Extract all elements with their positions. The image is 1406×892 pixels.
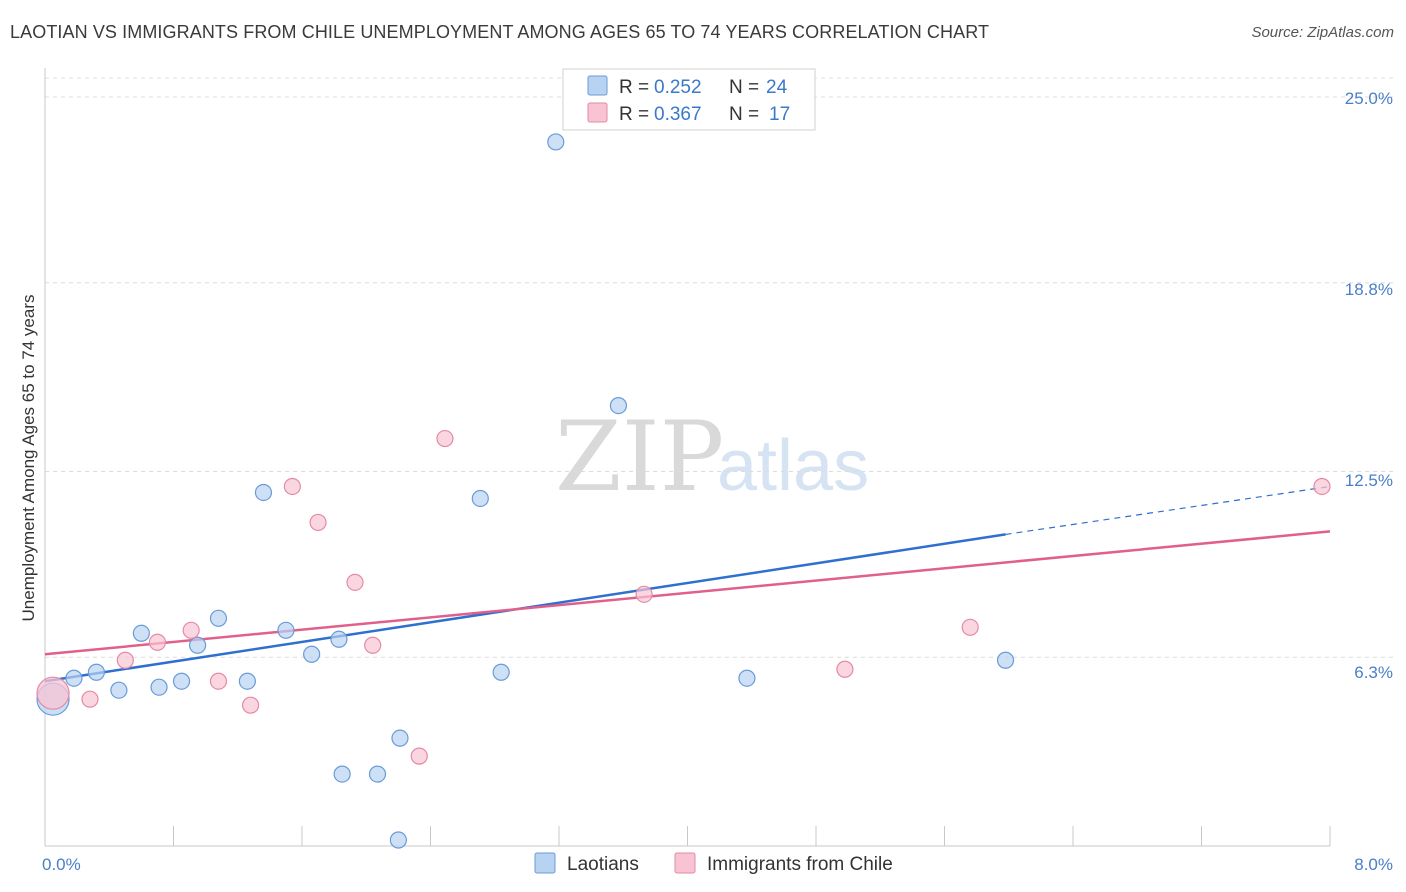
source-label: Source: ZipAtlas.com: [1251, 24, 1394, 41]
legend-r-value-laotians: 0.252: [654, 77, 702, 98]
chile-point-5: [209, 672, 228, 690]
laotian-point-23: [996, 651, 1015, 669]
legend-swatch-laotians: [587, 75, 608, 96]
x-tick-label-8: 8.0%: [1354, 855, 1393, 874]
chile-point-9: [346, 573, 364, 591]
legend-n-label-laotians: N =: [729, 77, 759, 98]
trend-lines: [44, 485, 1331, 683]
chile-point-6: [242, 696, 260, 714]
series-legend-swatch-laotians: [534, 852, 556, 874]
y-axis-title: Unemployment Among Ages 65 to 74 years: [19, 295, 38, 622]
grid-lines: [45, 77, 1393, 658]
laotian-point-4: [132, 624, 150, 642]
chile-point-3: [148, 633, 167, 651]
laotian-point-10: [254, 483, 273, 502]
series-legend-swatch-chile: [674, 852, 696, 874]
chile-point-12: [436, 429, 454, 448]
axes: [44, 68, 1331, 847]
legend-r-label-chile: R =: [619, 104, 649, 125]
laotian-point-16: [391, 729, 409, 747]
laotian-point-14: [333, 765, 351, 783]
chile-point-16: [1313, 477, 1331, 496]
legend-n-value-laotians: 24: [766, 77, 788, 98]
y-tick-label-25: 25.0%: [1345, 89, 1393, 108]
chile-point-10: [364, 636, 382, 654]
x-tick-label-0: 0.0%: [42, 855, 81, 874]
series-legend-label-chile: Immigrants from Chile: [707, 854, 893, 875]
legend-n-value-chile: 17: [769, 104, 790, 125]
laotian-point-11: [277, 621, 295, 639]
series-legend-label-laotians: Laotians: [567, 854, 639, 875]
laotian-point-13: [330, 630, 348, 648]
y-tick-label-18-8: 18.8%: [1345, 280, 1393, 299]
legend-r-value-chile: 0.367: [654, 104, 702, 125]
chile-point-1: [81, 690, 99, 708]
laotian-point-3: [110, 681, 128, 699]
laotian-point-5: [150, 678, 168, 696]
laotian-point-19: [492, 663, 510, 681]
laotian-point-21: [609, 396, 628, 415]
legend-n-label-chile: N =: [729, 104, 759, 125]
chile-point-2: [116, 651, 134, 669]
laotian-point-1: [65, 669, 83, 687]
data-points: [36, 133, 1331, 849]
legend-swatch-chile: [587, 102, 608, 123]
watermark-atlas: atlas: [717, 426, 869, 506]
chile-point-13: [635, 585, 653, 603]
chile-point-0: [36, 676, 70, 710]
laotian-point-18: [471, 489, 489, 508]
chile-point-14: [836, 660, 854, 678]
series-legend: Laotians Immigrants from Chile: [534, 852, 893, 875]
laotian-point-9: [238, 672, 256, 690]
legend-r-label-laotians: R =: [619, 77, 649, 98]
correlation-legend: R = 0.252 N = 24 R = 0.367 N = 17: [562, 68, 816, 131]
chile-point-11: [410, 747, 428, 765]
watermark-zip: ZIP: [555, 401, 724, 513]
y-tick-label-6-3: 6.3%: [1354, 663, 1393, 682]
chile-point-8: [309, 513, 327, 532]
laotian-point-17: [389, 831, 407, 849]
chile-point-4: [182, 621, 200, 639]
laotian-point-8: [209, 609, 228, 627]
laotian-point-2: [87, 663, 106, 681]
laotian-trend-extension: [1005, 485, 1331, 536]
laotian-point-20: [547, 133, 565, 151]
laotian-point-22: [738, 669, 756, 687]
chile-point-15: [961, 618, 979, 636]
chile-trend-line: [44, 530, 1331, 656]
laotian-point-15: [368, 765, 387, 783]
laotian-point-7: [188, 636, 207, 654]
chile-point-7: [283, 477, 301, 496]
chart-title: LAOTIAN VS IMMIGRANTS FROM CHILE UNEMPLO…: [10, 22, 990, 42]
y-tick-label-12-5: 12.5%: [1345, 471, 1393, 490]
laotian-point-12: [303, 645, 321, 663]
laotian-point-6: [172, 672, 191, 690]
